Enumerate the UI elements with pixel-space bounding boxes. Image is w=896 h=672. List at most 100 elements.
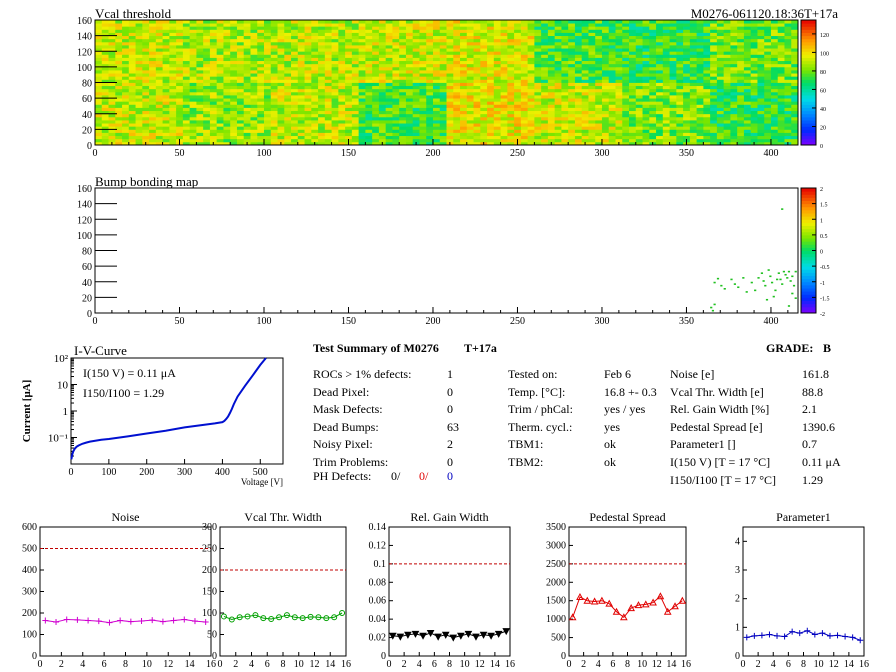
colorbar-cell xyxy=(801,241,816,245)
heatmap-cell xyxy=(250,126,258,130)
heatmap-cell xyxy=(629,38,637,43)
y-tick-label: 0 xyxy=(87,309,92,320)
heatmap-cell xyxy=(115,129,123,133)
heatmap-cell xyxy=(615,66,623,71)
heatmap-cell xyxy=(385,107,393,112)
heatmap-cell xyxy=(419,91,427,96)
heatmap-cell xyxy=(176,126,184,130)
heatmap-cell xyxy=(142,45,150,49)
heatmap-cell xyxy=(737,88,745,93)
heatmap-cell xyxy=(304,29,312,33)
heatmap-cell xyxy=(311,35,319,40)
heatmap-cell xyxy=(466,29,474,33)
heatmap-cell xyxy=(243,70,251,74)
heatmap-cell xyxy=(662,85,670,90)
heatmap-cell xyxy=(601,101,610,105)
heatmap-cell xyxy=(311,101,319,105)
heatmap-cell xyxy=(635,110,643,115)
colorbar-label: 1.5 xyxy=(820,203,828,209)
heatmap-cell xyxy=(507,113,515,118)
colorbar-cell xyxy=(801,234,816,239)
heatmap-cell xyxy=(629,126,637,130)
heatmap-cell xyxy=(757,32,765,37)
heatmap-cell xyxy=(777,116,785,121)
heatmap-cell xyxy=(358,95,366,99)
heatmap-cell xyxy=(122,60,130,65)
heatmap-cell xyxy=(629,129,637,133)
heatmap-cell xyxy=(169,116,177,121)
heatmap-cell xyxy=(108,104,116,108)
heatmap-cell xyxy=(291,35,299,40)
iv-annotation-current: I(150 V) = 0.11 μA xyxy=(83,366,176,380)
heatmap-cell xyxy=(547,82,556,87)
heatmap-cell xyxy=(101,26,109,30)
summary-point xyxy=(191,618,198,625)
heatmap-cell xyxy=(446,79,454,83)
heatmap-cell xyxy=(750,32,758,37)
heatmap-cell xyxy=(263,23,272,27)
heatmap-cell xyxy=(223,70,231,74)
heatmap-cell xyxy=(689,60,698,65)
heatmap-cell xyxy=(574,141,583,146)
summary-x-tick-label: 2 xyxy=(581,659,586,670)
heatmap-cell xyxy=(453,57,461,62)
heatmap-cell xyxy=(514,45,522,49)
heatmap-cell xyxy=(270,101,278,105)
heatmap-cell xyxy=(757,29,765,33)
heatmap-cell xyxy=(405,79,414,83)
heatmap-cell xyxy=(108,116,116,121)
heatmap-cell xyxy=(304,51,312,55)
summary-plot-title: Rel. Gain Width xyxy=(410,510,488,524)
heatmap-cell xyxy=(493,23,501,27)
heatmap-cell xyxy=(601,91,610,96)
heatmap-cell xyxy=(581,132,589,137)
heatmap-cell xyxy=(108,113,116,118)
heatmap-cell xyxy=(656,54,664,58)
heatmap-cell xyxy=(405,85,414,90)
heatmap-cell xyxy=(432,107,441,112)
heatmap-cell xyxy=(128,120,136,124)
heatmap-cell xyxy=(764,48,772,52)
heatmap-cell xyxy=(128,113,136,118)
heatmap-cell xyxy=(257,98,265,102)
heatmap-cell xyxy=(493,35,501,40)
heatmap-cell xyxy=(432,85,441,90)
heatmap-cell xyxy=(196,29,204,33)
heatmap-cell xyxy=(155,82,163,87)
heatmap-cell xyxy=(460,76,468,80)
heatmap-cell xyxy=(764,54,772,58)
heatmap-cell xyxy=(95,126,103,130)
heatmap-cell xyxy=(405,120,414,124)
heatmap-cell xyxy=(595,29,603,33)
heatmap-cell xyxy=(656,66,664,71)
heatmap-cell xyxy=(338,135,346,140)
summary-point xyxy=(236,614,243,621)
heatmap-cell xyxy=(561,26,569,30)
heatmap-cell xyxy=(108,132,116,137)
heatmap-cell xyxy=(318,110,326,115)
heatmap-cell xyxy=(182,63,191,68)
heatmap-cell xyxy=(568,45,576,49)
heatmap-cell xyxy=(446,135,454,140)
heatmap-cell xyxy=(662,76,670,80)
heatmap-cell xyxy=(784,73,792,77)
heatmap-cell xyxy=(480,73,488,77)
heatmap-cell xyxy=(487,20,495,24)
heatmap-cell xyxy=(588,35,596,40)
heatmap-cell xyxy=(554,138,562,143)
heatmap-cell xyxy=(757,38,765,43)
heatmap-cell xyxy=(196,57,204,62)
heatmap-cell xyxy=(547,32,556,37)
heatmap-cell xyxy=(169,23,177,27)
heatmap-cell xyxy=(412,110,420,115)
heatmap-cell xyxy=(135,60,143,65)
heatmap-cell xyxy=(520,82,529,87)
heatmap-cell xyxy=(257,32,265,37)
summary-point xyxy=(849,634,856,641)
heatmap-cell xyxy=(534,66,542,71)
heatmap-cell xyxy=(128,95,136,99)
heatmap-cell xyxy=(169,57,177,62)
heatmap-cell xyxy=(710,82,718,87)
heatmap-cell xyxy=(784,82,792,87)
